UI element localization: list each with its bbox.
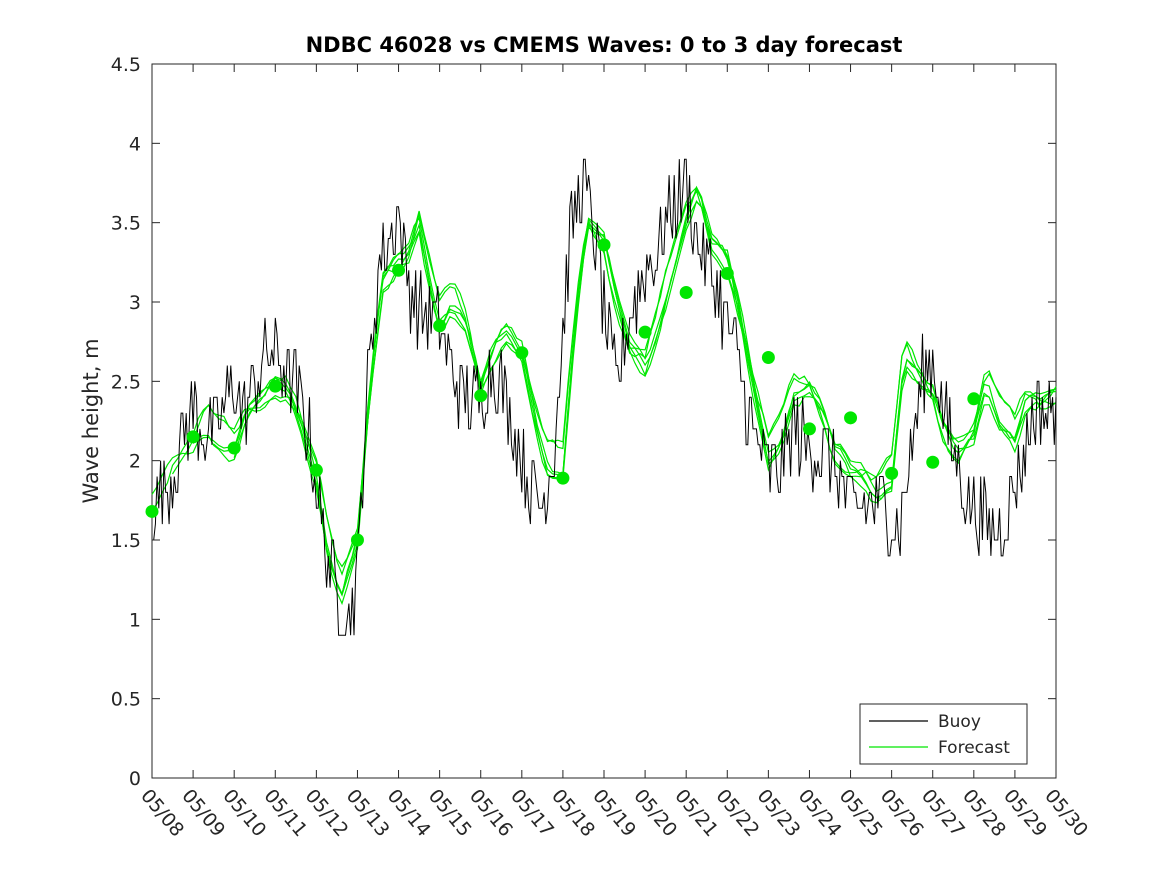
chart-title: NDBC 46028 vs CMEMS Waves: 0 to 3 day fo…: [306, 33, 903, 57]
forecast-marker: [227, 441, 241, 455]
forecast-marker: [186, 430, 200, 444]
forecast-marker: [761, 351, 775, 365]
x-tick-label: 05/14: [383, 785, 435, 841]
forecast-marker: [885, 466, 899, 480]
legend-label-forecast: Forecast: [938, 738, 1010, 758]
x-tick-label: 05/10: [218, 785, 270, 841]
y-tick-label: 4.5: [111, 54, 141, 76]
x-tick-label: 05/30: [1040, 785, 1092, 841]
forecast-marker: [433, 319, 447, 333]
x-tick-label: 05/24: [794, 785, 846, 841]
y-tick-label: 1.5: [111, 530, 141, 552]
x-tick-label: 05/16: [465, 785, 517, 841]
forecast-marker: [350, 533, 364, 547]
y-tick-label: 3: [129, 292, 141, 314]
x-tick-label: 05/28: [958, 785, 1010, 841]
plot-area: [151, 63, 1057, 779]
forecast-marker: [802, 422, 816, 436]
x-tick-label: 05/25: [835, 785, 887, 841]
legend-label-buoy: Buoy: [938, 712, 981, 732]
x-tick-label: 05/18: [547, 785, 599, 841]
series-layer: [151, 158, 1057, 636]
y-tick-label: 0.5: [111, 689, 141, 711]
x-tick-label: 05/13: [342, 785, 394, 841]
y-tick-label: 2: [129, 451, 141, 473]
y-tick-label: 0: [129, 768, 141, 790]
x-tick-label: 05/11: [259, 785, 311, 841]
x-tick-label: 05/15: [424, 785, 476, 841]
x-tick-label: 05/08: [136, 785, 188, 841]
buoy-line: [152, 158, 1057, 636]
x-tick-label: 05/23: [753, 785, 805, 841]
x-tick-label: 05/19: [588, 785, 640, 841]
y-tick-label: 3.5: [111, 213, 141, 235]
x-tick-label: 05/09: [177, 785, 229, 841]
x-tick-label: 05/26: [876, 785, 928, 841]
forecast-marker: [597, 238, 611, 252]
x-tick-label: 05/17: [506, 785, 558, 841]
forecast-marker: [638, 325, 652, 339]
legend-box: [859, 703, 1028, 765]
x-tick-label: 05/27: [917, 785, 969, 841]
x-tick-label: 05/12: [301, 785, 353, 841]
forecast-marker: [268, 379, 282, 393]
forecast-marker: [926, 455, 940, 469]
x-tick-label: 05/22: [711, 785, 763, 841]
forecast-run-line: [213, 185, 1057, 596]
y-axis-label: Wave height, m: [79, 338, 103, 503]
x-tick-label: 05/29: [999, 785, 1051, 841]
marker-layer: [145, 238, 981, 547]
y-tick-label: 1: [129, 609, 141, 631]
forecast-marker: [844, 411, 858, 425]
forecast-marker: [515, 346, 529, 360]
forecast-marker: [145, 504, 159, 518]
forecast-marker: [392, 263, 406, 277]
forecast-marker: [679, 285, 693, 299]
x-tick-label: 05/20: [629, 785, 681, 841]
y-tick-label: 4: [129, 133, 141, 155]
forecast-marker: [720, 266, 734, 280]
y-tick-label: 2.5: [111, 371, 141, 393]
legend: Buoy Forecast: [859, 703, 1028, 765]
forecast-marker: [967, 392, 981, 406]
forecast-marker: [474, 389, 488, 403]
forecast-marker: [309, 463, 323, 477]
forecast-marker: [556, 471, 570, 485]
x-tick-label: 05/21: [670, 785, 722, 841]
